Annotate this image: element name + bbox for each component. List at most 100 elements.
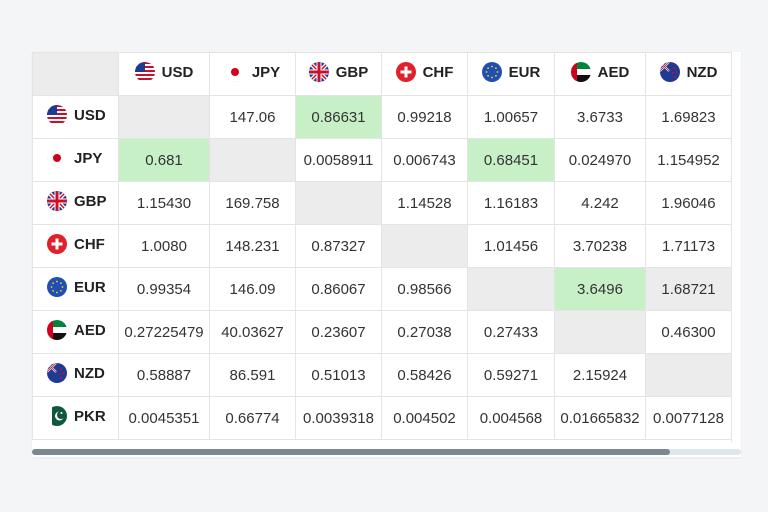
rate-cell[interactable]: 1.69823 — [645, 95, 732, 139]
rate-cell[interactable]: 0.99218 — [381, 95, 468, 139]
pk-flag-icon — [47, 406, 67, 426]
gb-flag-icon — [308, 62, 329, 82]
rate-cell[interactable]: 0.68451 — [467, 138, 555, 182]
rate-cell[interactable]: 0.87327 — [295, 224, 382, 268]
rate-cell[interactable]: 4.242 — [554, 181, 646, 225]
rate-cell[interactable]: 0.86067 — [295, 267, 382, 311]
rate-cell[interactable]: 3.6733 — [554, 95, 646, 139]
column-label-eur: EUR — [481, 62, 541, 82]
rate-cell[interactable]: 0.46300 — [645, 310, 732, 354]
row-header-jpy[interactable]: JPY — [32, 138, 119, 182]
row-header-chf[interactable]: CHF — [32, 224, 119, 268]
rate-cell[interactable]: 0.024970 — [554, 138, 646, 182]
rate-cell[interactable]: 1.154952 — [645, 138, 732, 182]
eu-flag-icon — [47, 277, 67, 297]
row-header-gbp[interactable]: GBP — [32, 181, 119, 225]
rate-cell[interactable] — [209, 138, 296, 182]
column-header-aed[interactable]: AED — [554, 52, 646, 96]
rate-cell[interactable]: 0.0077128 — [645, 396, 732, 440]
rate-cell[interactable]: 0.0045351 — [118, 396, 210, 440]
rate-cell[interactable]: 0.66774 — [209, 396, 296, 440]
table-row: CHF 1.0080 148.231 0.87327 1.01456 3.70238 1.7… — [32, 224, 732, 268]
rate-cell[interactable]: 0.01665832 — [554, 396, 646, 440]
row-header-pkr[interactable]: PKR — [32, 396, 119, 440]
column-label-jpy: JPY — [224, 62, 281, 82]
column-header-gbp[interactable]: GBP — [295, 52, 382, 96]
rate-cell[interactable] — [554, 310, 646, 354]
rate-cell[interactable]: 0.58887 — [118, 353, 210, 397]
rate-cell[interactable] — [118, 95, 210, 139]
rate-cell[interactable]: 3.70238 — [554, 224, 646, 268]
rate-cell[interactable]: 0.58426 — [381, 353, 468, 397]
rate-cell[interactable]: 0.0058911 — [295, 138, 382, 182]
row-label-code: EUR — [74, 278, 106, 296]
rate-cell[interactable]: 0.86631 — [295, 95, 382, 139]
column-label-code: EUR — [508, 63, 541, 81]
table-row: PKR 0.0045351 0.66774 0.0039318 0.004502 0.00… — [32, 396, 732, 440]
rate-cell[interactable]: 1.15430 — [118, 181, 210, 225]
nz-flag-icon — [47, 363, 67, 383]
column-label-code: JPY — [251, 63, 281, 81]
row-label-code: USD — [74, 106, 106, 124]
row-label-pkr: PKR — [47, 406, 106, 426]
row-label-code: JPY — [74, 149, 103, 167]
rate-cell[interactable]: 148.231 — [209, 224, 296, 268]
cross-rates-table-card: USD JPY GBP CHF EUR AED NZD USD 147.06 0.86631 0.… — [32, 52, 741, 457]
table-clipped-column-edge — [731, 52, 741, 442]
rate-cell[interactable]: 0.98566 — [381, 267, 468, 311]
rate-cell[interactable]: 0.99354 — [118, 267, 210, 311]
rate-cell[interactable]: 0.27225479 — [118, 310, 210, 354]
row-label-usd: USD — [47, 105, 106, 125]
row-header-eur[interactable]: EUR — [32, 267, 119, 311]
rate-cell[interactable] — [295, 181, 382, 225]
rate-cell[interactable]: 1.16183 — [467, 181, 555, 225]
column-header-nzd[interactable]: NZD — [645, 52, 732, 96]
row-label-eur: EUR — [47, 277, 106, 297]
column-label-code: AED — [597, 63, 630, 81]
rate-cell[interactable]: 40.03627 — [209, 310, 296, 354]
rate-cell[interactable]: 169.758 — [209, 181, 296, 225]
horizontal-scrollbar[interactable] — [32, 449, 741, 455]
nz-flag-icon — [659, 62, 680, 82]
row-label-nzd: NZD — [47, 363, 105, 383]
column-header-jpy[interactable]: JPY — [209, 52, 296, 96]
column-header-usd[interactable]: USD — [118, 52, 210, 96]
rate-cell[interactable] — [645, 353, 732, 397]
rate-cell[interactable]: 0.23607 — [295, 310, 382, 354]
rate-cell[interactable]: 0.0039318 — [295, 396, 382, 440]
rate-cell[interactable]: 0.004502 — [381, 396, 468, 440]
rate-cell[interactable]: 147.06 — [209, 95, 296, 139]
rate-cell[interactable]: 0.27038 — [381, 310, 468, 354]
rate-cell[interactable]: 0.51013 — [295, 353, 382, 397]
rate-cell[interactable]: 86.591 — [209, 353, 296, 397]
row-label-chf: CHF — [47, 234, 105, 254]
rate-cell[interactable]: 1.00657 — [467, 95, 555, 139]
column-label-aed: AED — [570, 62, 630, 82]
row-header-nzd[interactable]: NZD — [32, 353, 119, 397]
rate-cell[interactable]: 2.15924 — [554, 353, 646, 397]
rate-cell[interactable] — [467, 267, 555, 311]
rate-cell[interactable]: 0.006743 — [381, 138, 468, 182]
column-label-code: NZD — [686, 63, 718, 81]
rate-cell[interactable]: 1.14528 — [381, 181, 468, 225]
rate-cell[interactable]: 1.01456 — [467, 224, 555, 268]
rate-cell[interactable]: 0.004568 — [467, 396, 555, 440]
header-row: USD JPY GBP CHF EUR AED NZD — [32, 52, 732, 96]
rate-cell[interactable]: 3.6496 — [554, 267, 646, 311]
rate-cell[interactable]: 0.681 — [118, 138, 210, 182]
rate-cell[interactable]: 1.0080 — [118, 224, 210, 268]
rate-cell[interactable]: 0.59271 — [467, 353, 555, 397]
column-label-nzd: NZD — [659, 62, 718, 82]
rate-cell[interactable]: 1.71173 — [645, 224, 732, 268]
row-header-aed[interactable]: AED — [32, 310, 119, 354]
row-label-aed: AED — [47, 320, 106, 340]
rate-cell[interactable]: 146.09 — [209, 267, 296, 311]
rate-cell[interactable]: 1.96046 — [645, 181, 732, 225]
column-header-eur[interactable]: EUR — [467, 52, 555, 96]
rate-cell[interactable] — [381, 224, 468, 268]
row-header-usd[interactable]: USD — [32, 95, 119, 139]
rate-cell[interactable]: 1.68721 — [645, 267, 732, 311]
rate-cell[interactable]: 0.27433 — [467, 310, 555, 354]
column-header-chf[interactable]: CHF — [381, 52, 468, 96]
scrollbar-thumb[interactable] — [32, 449, 671, 455]
